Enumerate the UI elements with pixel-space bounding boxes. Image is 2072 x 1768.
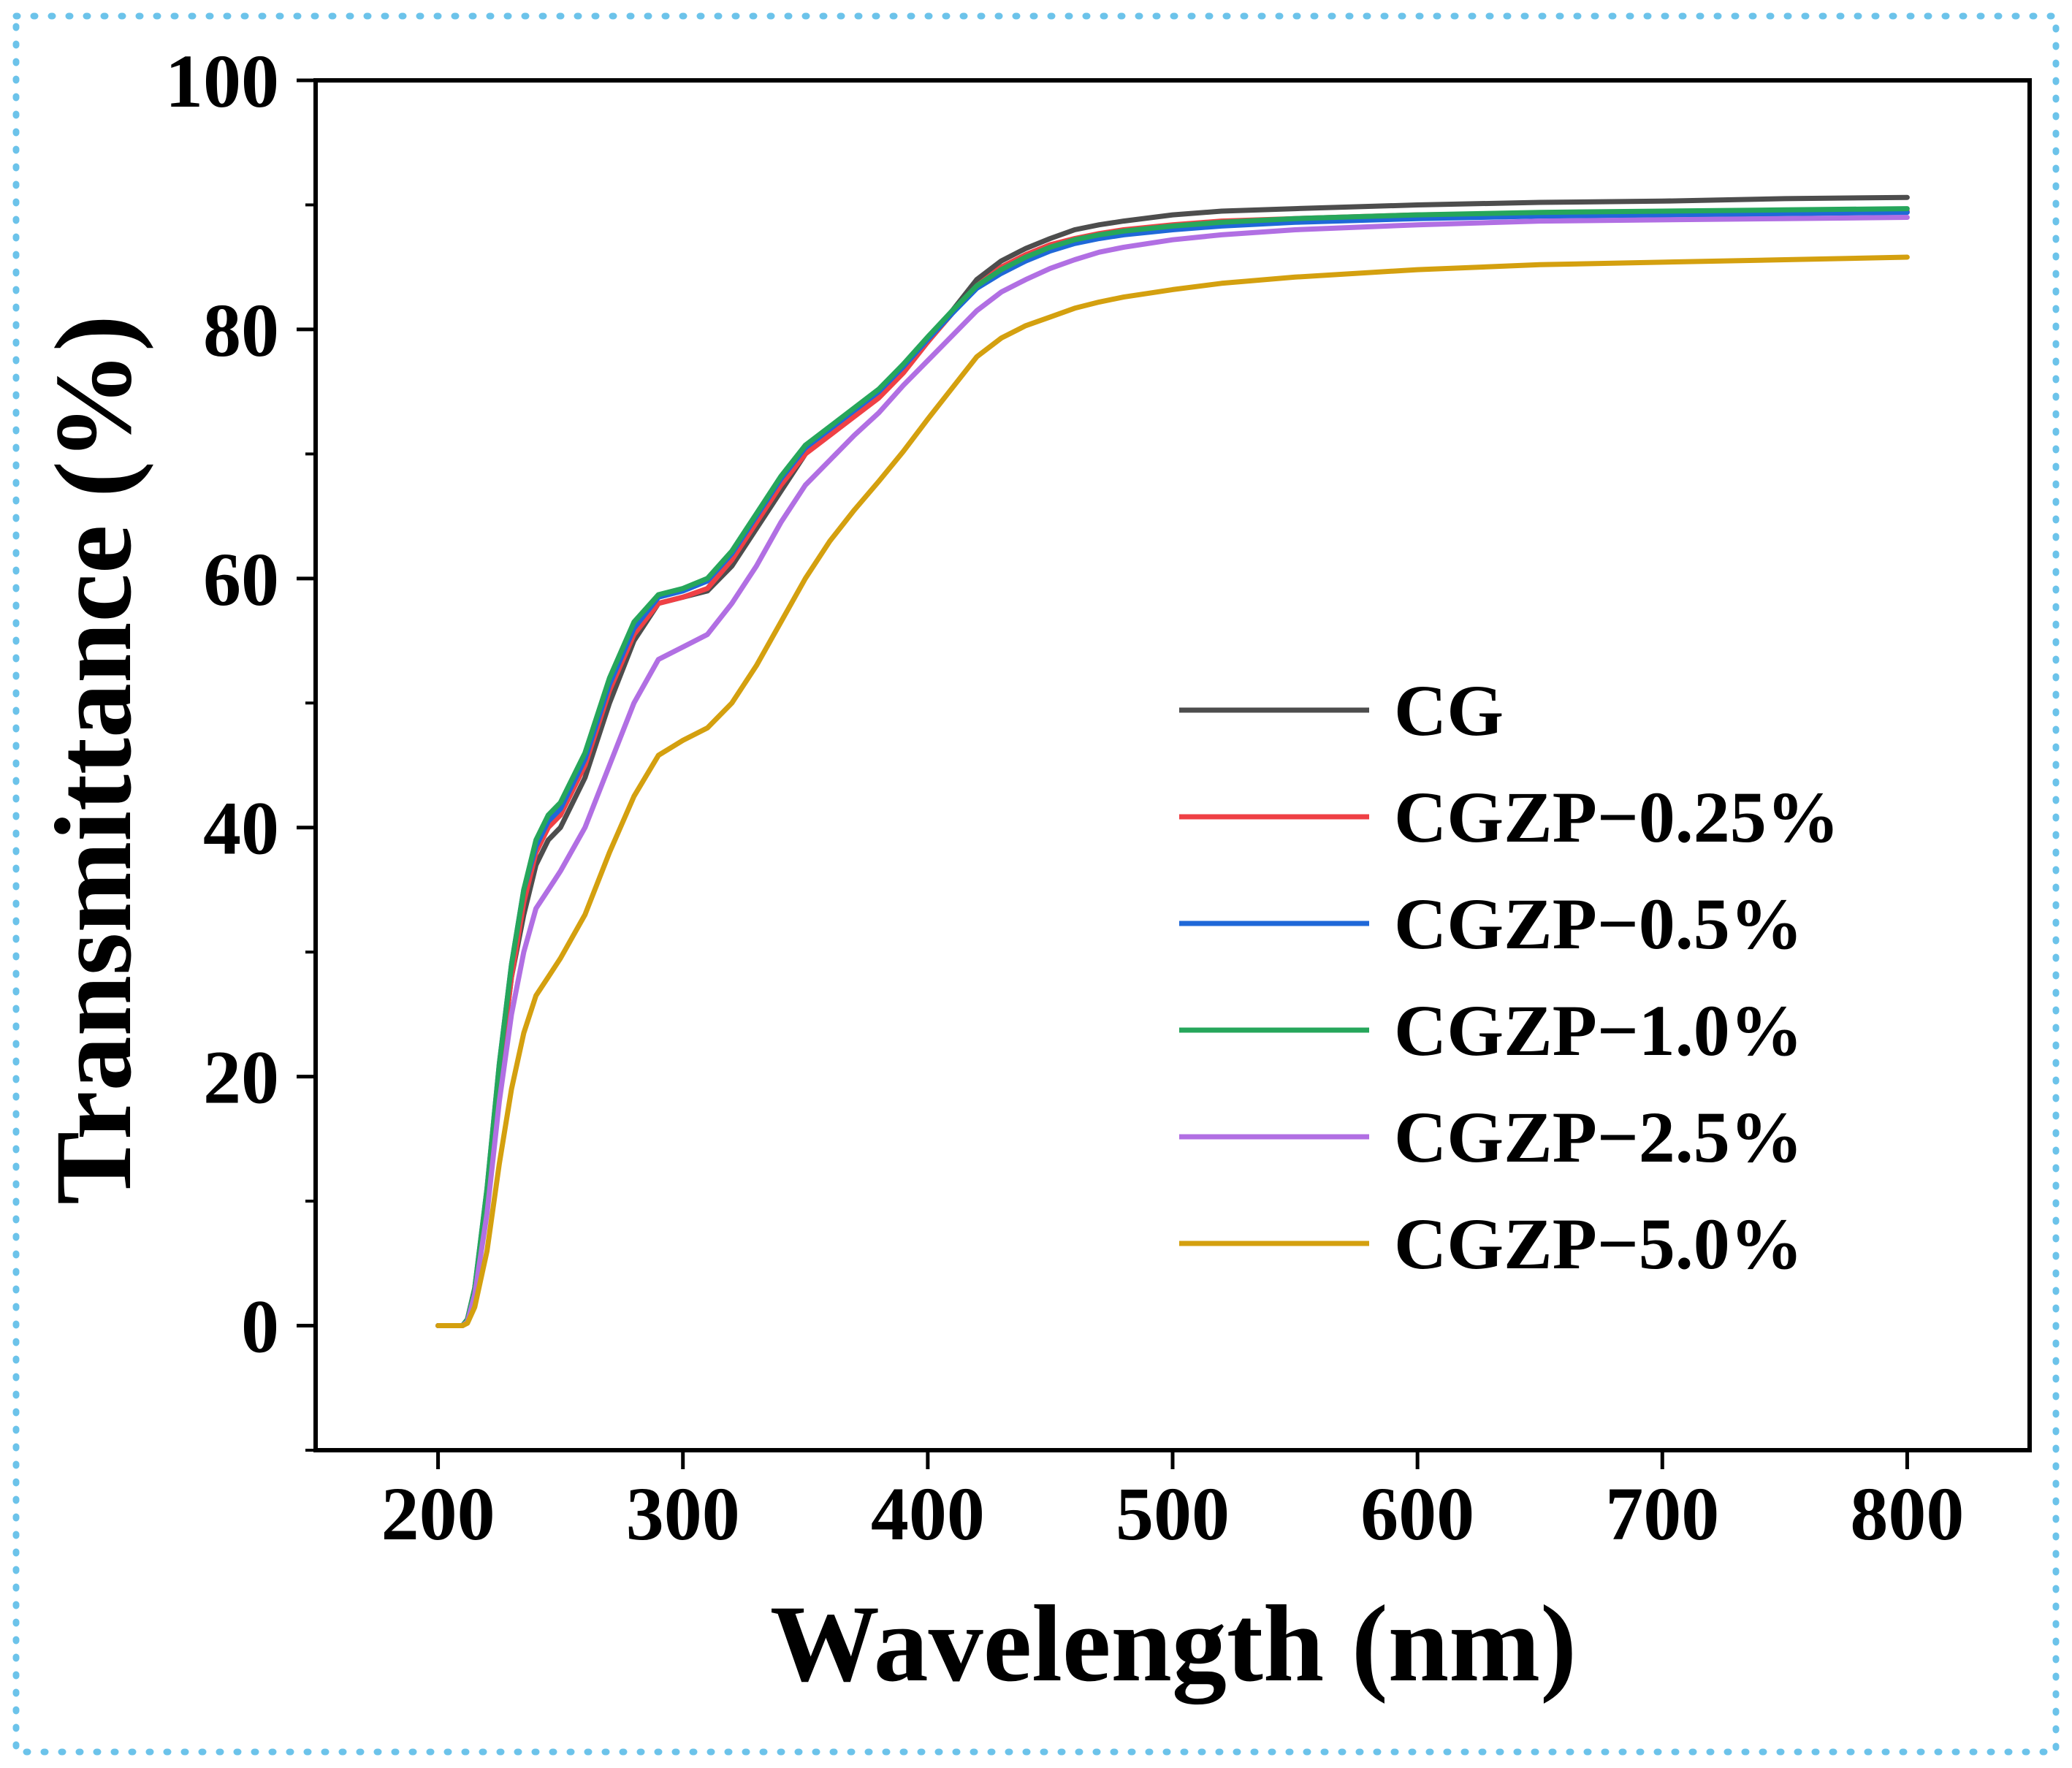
series-line-3 xyxy=(435,206,1910,1328)
legend-label-3: CGZP−1.0% xyxy=(1394,990,1803,1071)
y-tick-label-2: 40 xyxy=(203,787,279,871)
y-tick-label-5: 100 xyxy=(165,39,279,123)
x-tick-label-5: 700 xyxy=(1605,1472,1719,1556)
legend-label-4: CGZP−2.5% xyxy=(1394,1097,1803,1178)
x-tick-label-1: 300 xyxy=(626,1472,740,1556)
y-tick-label-3: 60 xyxy=(203,538,279,622)
x-tick-label-0: 200 xyxy=(381,1472,495,1556)
series-layer xyxy=(435,194,1910,1328)
y-tick-label-0: 0 xyxy=(241,1285,279,1369)
legend-label-2: CGZP−0.5% xyxy=(1394,883,1803,964)
x-tick-label-6: 800 xyxy=(1850,1472,1964,1556)
series-line-5 xyxy=(435,254,1910,1328)
legend: CG CGZP−0.25% CGZP−0.5% CGZP−1.0% CGZP−2.5% C… xyxy=(1179,670,1840,1284)
x-tick-label-4: 600 xyxy=(1360,1472,1474,1556)
x-axis-title: Wavelength (nm) xyxy=(770,1583,1577,1704)
legend-label-0: CG xyxy=(1394,670,1504,751)
legend-label-5: CGZP−5.0% xyxy=(1394,1203,1803,1284)
dotted-frame-border xyxy=(12,12,2060,1756)
x-tick-label-3: 500 xyxy=(1116,1472,1230,1556)
axes-layer: 200 300 400 500 600 700 800 0 20 40 60 80 100 xyxy=(165,39,2032,1556)
y-axis-title: Transmittance (%) xyxy=(33,315,154,1205)
series-line-4 xyxy=(435,215,1910,1328)
legend-label-1: CGZP−0.25% xyxy=(1394,777,1840,858)
y-tick-label-1: 20 xyxy=(203,1036,279,1120)
x-tick-label-2: 400 xyxy=(871,1472,985,1556)
y-tick-label-4: 80 xyxy=(203,289,279,373)
